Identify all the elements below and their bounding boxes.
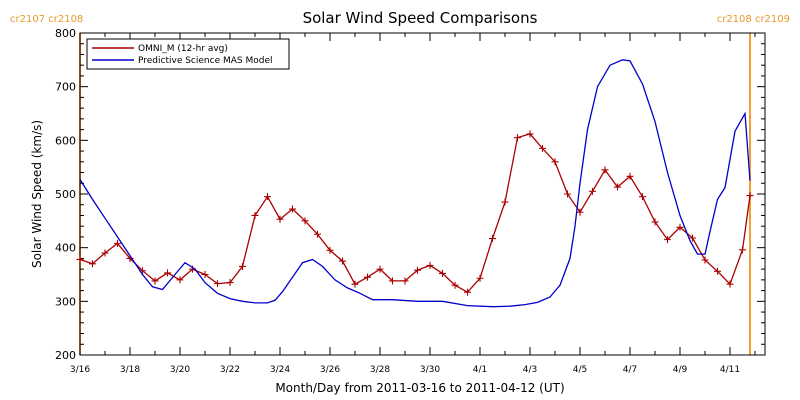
series-point xyxy=(564,190,571,198)
series-point xyxy=(76,255,84,263)
series-point xyxy=(739,246,746,254)
y-tick-label: 700 xyxy=(55,81,76,94)
series-point xyxy=(526,130,534,138)
x-tick-label: 4/11 xyxy=(720,365,740,375)
series-point xyxy=(314,230,321,238)
x-tick-label: 3/16 xyxy=(70,365,90,375)
series-point xyxy=(639,193,646,201)
series-point xyxy=(476,274,484,282)
series-point xyxy=(551,158,559,166)
series-point xyxy=(514,134,521,142)
y-tick-label: 500 xyxy=(55,188,76,201)
series-point xyxy=(214,280,221,288)
x-axis: 3/16 3/18 3/20 3/22 3/24 3/26 3/28 3/30 4/1 4/3 4/… xyxy=(70,33,756,375)
series-point xyxy=(489,235,496,243)
y-tick-label: 200 xyxy=(55,349,76,362)
series-point xyxy=(746,192,754,200)
x-tick-label: 3/30 xyxy=(420,365,440,375)
series-layer xyxy=(76,59,754,308)
series-point xyxy=(351,280,359,288)
series-point xyxy=(226,279,234,287)
series-point xyxy=(101,249,109,257)
x-tick-label: 3/18 xyxy=(120,365,140,375)
legend-box xyxy=(86,38,290,70)
series-point xyxy=(201,271,209,278)
x-tick-label: 4/3 xyxy=(523,365,537,375)
y-axis-label: Solar Wind Speed (km/s) xyxy=(30,120,44,268)
series-point xyxy=(614,183,621,191)
x-tick-label: 3/26 xyxy=(320,365,340,375)
x-tick-label: 3/20 xyxy=(170,365,190,375)
y-tick-label: 800 xyxy=(55,27,76,40)
x-tick-label: 4/9 xyxy=(673,365,688,375)
series-point xyxy=(726,280,734,288)
series-point xyxy=(576,208,584,216)
series-point xyxy=(239,262,246,270)
x-tick-label: 4/1 xyxy=(473,365,487,375)
y-axis: 200 300 400 500 600 700 800 xyxy=(55,27,765,362)
series-point xyxy=(376,265,384,273)
chart-title: Solar Wind Speed Comparisons xyxy=(303,9,538,27)
series-point xyxy=(339,257,346,265)
series-point xyxy=(89,260,96,268)
x-tick-label: 4/7 xyxy=(623,365,637,375)
carrington-label-right: cr2108 cr2109 xyxy=(717,14,790,25)
series-point xyxy=(151,277,159,285)
series-point xyxy=(426,261,434,269)
series-point xyxy=(414,266,421,274)
series-point xyxy=(326,246,334,254)
series-point xyxy=(251,211,259,219)
series-point xyxy=(439,269,446,277)
series-point xyxy=(664,236,671,244)
carrington-label-left: cr2107 cr2108 xyxy=(10,14,83,25)
x-tick-label: 3/28 xyxy=(370,365,390,375)
series-point xyxy=(676,223,684,231)
legend: OMNI_M (12-hr avg) Predictive Science MA… xyxy=(86,38,290,70)
series-point xyxy=(389,277,396,285)
x-tick-label: 3/24 xyxy=(270,365,290,375)
y-tick-label: 600 xyxy=(55,134,76,147)
series-point xyxy=(539,144,546,152)
series-point xyxy=(589,187,596,195)
series-line-1 xyxy=(79,59,751,308)
series-point xyxy=(451,281,459,289)
series-point xyxy=(176,276,184,284)
series-point xyxy=(601,166,609,174)
series-point xyxy=(651,218,659,226)
series-point xyxy=(701,256,709,264)
series-point xyxy=(276,215,284,223)
series-point xyxy=(264,193,271,201)
series-point xyxy=(114,239,121,247)
series-point xyxy=(401,277,409,285)
series-point xyxy=(501,198,509,206)
series-point xyxy=(364,273,371,281)
legend-label-mas: Predictive Science MAS Model xyxy=(138,56,273,66)
series-point xyxy=(714,267,721,275)
x-tick-label: 3/22 xyxy=(220,365,240,375)
series-point xyxy=(164,269,171,277)
x-tick-label: 4/5 xyxy=(573,365,587,375)
series-point xyxy=(626,172,634,180)
legend-label-omni: OMNI_M (12-hr avg) xyxy=(138,44,228,54)
y-tick-label: 400 xyxy=(55,242,76,255)
series-point xyxy=(464,288,471,296)
series-point xyxy=(289,205,296,213)
y-tick-label: 300 xyxy=(55,295,76,308)
x-axis-label: Month/Day from 2011-03-16 to 2011-04-12 … xyxy=(275,381,564,395)
series-point xyxy=(301,217,309,225)
series-point xyxy=(689,234,696,242)
